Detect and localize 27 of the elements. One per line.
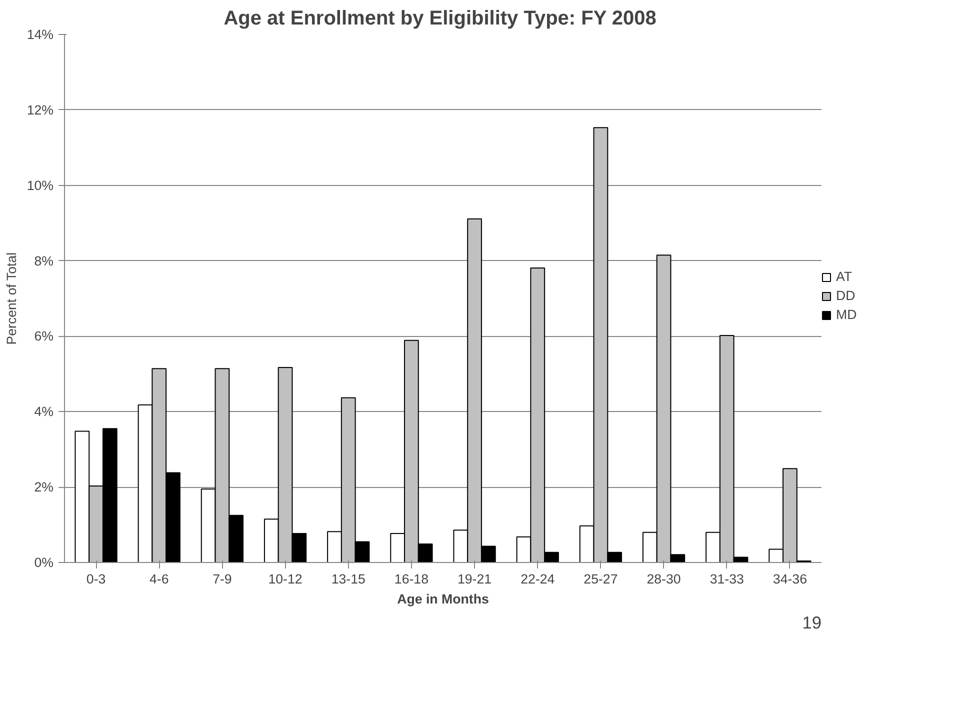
x-axis-title: Age in Months	[397, 592, 489, 606]
y-tick-label: 0%	[34, 555, 54, 570]
chart-title: Age at Enrollment by Eligibility Type: FY 2008	[224, 8, 656, 30]
x-tick-label: 7-9	[212, 572, 232, 586]
y-tick-label: 14%	[26, 27, 54, 42]
y-tick-label: 6%	[34, 328, 54, 344]
y-tick-label: 2%	[34, 480, 54, 495]
y-tick-label: 4%	[34, 404, 54, 420]
y-tick-label: 12%	[26, 102, 54, 118]
x-tick-label: 25-27	[584, 572, 618, 586]
y-tick-label: 10%	[26, 178, 54, 193]
text: 19	[802, 612, 822, 632]
x-tick-label: 10-12	[268, 572, 302, 586]
x-tick-label: 0-3	[86, 572, 106, 586]
legend-label: AT	[836, 269, 854, 284]
x-tick-label: 16-18	[394, 572, 429, 586]
x-tick-label: 31-33	[710, 572, 744, 586]
x-tick-label: 28-30	[646, 572, 681, 586]
x-tick-label: 13-15	[331, 572, 366, 586]
x-tick-label: 34-36	[772, 572, 808, 586]
y-tick-label: 8%	[34, 253, 54, 268]
legend-label: MD	[836, 307, 857, 322]
x-tick-label: 4-6	[149, 572, 169, 586]
x-tick-label: 22-24	[520, 572, 556, 586]
x-tick-label: 19-21	[458, 572, 492, 586]
legend-label: DD	[836, 288, 856, 303]
y-axis-title: Percent of Total	[4, 252, 19, 345]
